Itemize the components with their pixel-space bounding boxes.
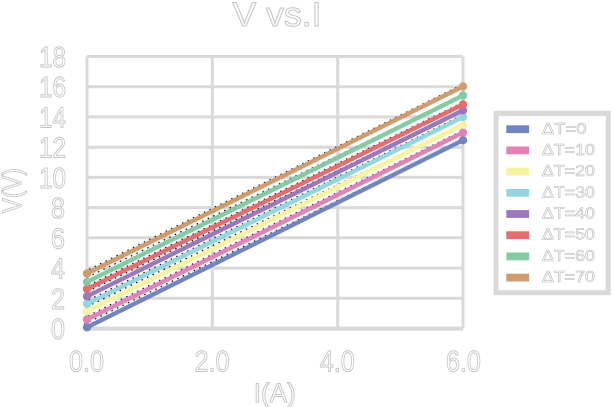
svg-text:ΔT=30: ΔT=30 <box>542 184 595 201</box>
svg-text:0: 0 <box>51 314 65 346</box>
svg-text:V(V): V(V) <box>0 168 27 213</box>
svg-text:12: 12 <box>39 133 66 165</box>
svg-text:2.0: 2.0 <box>195 346 230 379</box>
svg-text:0.0: 0.0 <box>69 346 104 379</box>
svg-text:4: 4 <box>51 254 65 286</box>
svg-text:ΔT=10: ΔT=10 <box>542 142 595 159</box>
svg-text:8: 8 <box>51 193 65 225</box>
svg-text:ΔT=0: ΔT=0 <box>542 121 587 138</box>
svg-text:V vs.I: V vs.I <box>233 0 322 34</box>
svg-text:ΔT=70: ΔT=70 <box>542 269 595 286</box>
svg-text:ΔT=60: ΔT=60 <box>542 248 595 265</box>
svg-text:14: 14 <box>39 102 66 134</box>
svg-text:I(A): I(A) <box>254 378 296 407</box>
svg-text:10: 10 <box>39 163 66 195</box>
svg-text:16: 16 <box>39 72 66 104</box>
svg-text:ΔT=40: ΔT=40 <box>542 206 595 223</box>
svg-text:ΔT=20: ΔT=20 <box>542 163 595 180</box>
svg-text:2: 2 <box>51 284 65 316</box>
svg-text:4.0: 4.0 <box>320 346 355 379</box>
svg-text:6.0: 6.0 <box>446 346 481 379</box>
svg-text:6: 6 <box>51 223 65 255</box>
svg-text:18: 18 <box>39 42 66 74</box>
svg-text:ΔT=50: ΔT=50 <box>542 227 595 244</box>
